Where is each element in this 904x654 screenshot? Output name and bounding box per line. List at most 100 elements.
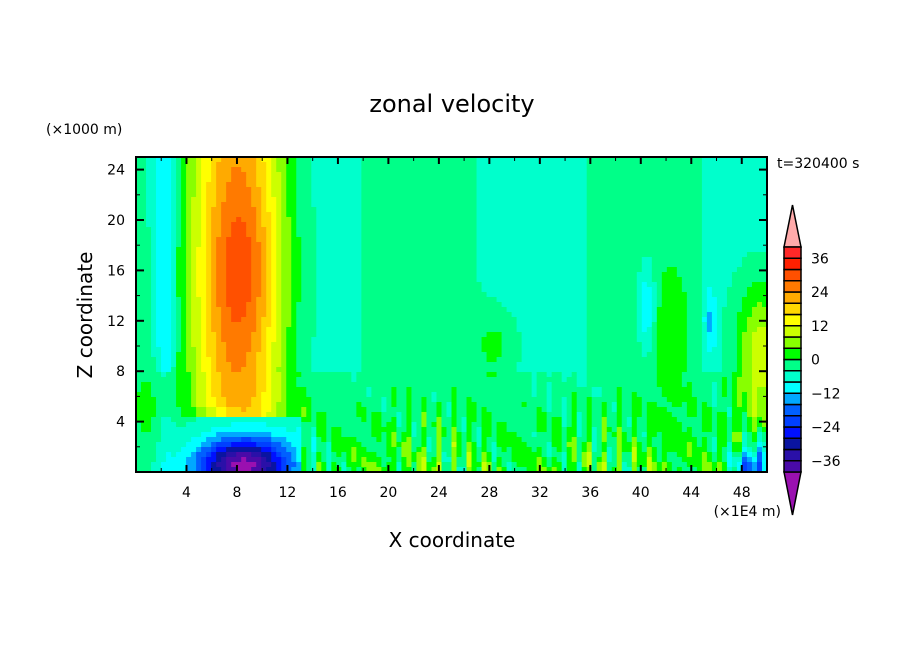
field-cell [196, 302, 202, 308]
field-cell [716, 327, 723, 333]
field-cell [491, 347, 498, 353]
field-cell [666, 342, 673, 348]
field-cell [376, 157, 382, 163]
field-cell [381, 277, 387, 283]
field-cell [136, 292, 142, 298]
field-cell [586, 207, 593, 213]
field-cell [461, 212, 468, 218]
field-cell [636, 217, 643, 223]
field-cell [531, 182, 538, 188]
field-cell [221, 242, 227, 248]
field-cell [321, 352, 327, 358]
field-cell [501, 297, 508, 303]
field-cell [191, 327, 197, 333]
field-cell [666, 337, 673, 343]
field-cell [551, 322, 558, 328]
field-cell [461, 167, 468, 173]
field-cell [406, 307, 413, 313]
field-cell [191, 252, 197, 258]
field-cell [401, 307, 408, 313]
field-cell [451, 267, 458, 273]
field-cell [556, 347, 563, 353]
field-cell [416, 182, 423, 188]
field-cell [151, 172, 157, 178]
field-cell [426, 342, 433, 348]
field-cell [476, 307, 483, 313]
field-cell [196, 157, 202, 163]
field-cell [761, 327, 768, 333]
field-cell [351, 217, 357, 223]
field-cell [146, 262, 152, 268]
field-cell [286, 232, 292, 238]
field-cell [161, 267, 167, 273]
field-cell [391, 277, 398, 283]
field-cell [686, 162, 693, 168]
field-cell [181, 227, 187, 233]
field-cell [231, 307, 237, 313]
field-cell [271, 222, 277, 228]
field-cell [171, 297, 177, 303]
field-cell [166, 337, 172, 343]
field-cell [291, 352, 297, 358]
field-cell [676, 277, 683, 283]
field-cell [246, 257, 252, 263]
field-cell [671, 222, 678, 228]
field-cell [441, 287, 448, 293]
field-cell [496, 192, 503, 198]
field-cell [491, 257, 498, 263]
field-cell [596, 227, 603, 233]
field-cell [581, 292, 588, 298]
field-cell [226, 267, 232, 273]
field-cell [361, 182, 367, 188]
field-cell [136, 302, 142, 308]
field-cell [391, 292, 398, 298]
field-cell [681, 297, 688, 303]
field-cell [411, 337, 418, 343]
field-cell [321, 167, 327, 173]
field-cell [196, 252, 202, 258]
field-cell [251, 267, 257, 273]
field-cell [506, 177, 513, 183]
field-cell [161, 222, 167, 228]
field-cell [246, 322, 252, 328]
field-cell [231, 242, 237, 248]
field-cell [526, 282, 533, 288]
field-cell [451, 167, 458, 173]
field-cell [421, 317, 428, 323]
field-cell [566, 277, 573, 283]
field-cell [751, 247, 758, 253]
field-cell [186, 287, 192, 293]
field-cell [601, 322, 608, 328]
field-cell [256, 222, 262, 228]
field-cell [706, 322, 713, 328]
field-cell [581, 182, 588, 188]
field-cell [166, 312, 172, 318]
field-cell [596, 302, 603, 308]
field-cell [556, 202, 563, 208]
field-cell [316, 197, 322, 203]
field-cell [521, 192, 528, 198]
field-cell [161, 212, 167, 218]
field-cell [526, 297, 533, 303]
field-cell [456, 292, 463, 298]
field-cell [556, 162, 563, 168]
field-cell [561, 332, 568, 338]
field-cell [136, 257, 142, 263]
field-cell [716, 157, 723, 163]
field-cell [221, 197, 227, 203]
field-cell [671, 202, 678, 208]
field-cell [206, 307, 212, 313]
field-cell [546, 197, 553, 203]
field-cell [521, 177, 528, 183]
field-cell [751, 237, 758, 243]
field-cell [336, 277, 342, 283]
field-cell [611, 347, 618, 353]
field-cell [541, 197, 548, 203]
field-cell [361, 242, 367, 248]
field-cell [476, 162, 483, 168]
field-cell [681, 172, 688, 178]
field-cell [696, 162, 703, 168]
field-cell [706, 232, 713, 238]
field-cell [436, 302, 443, 308]
field-cell [196, 257, 202, 263]
